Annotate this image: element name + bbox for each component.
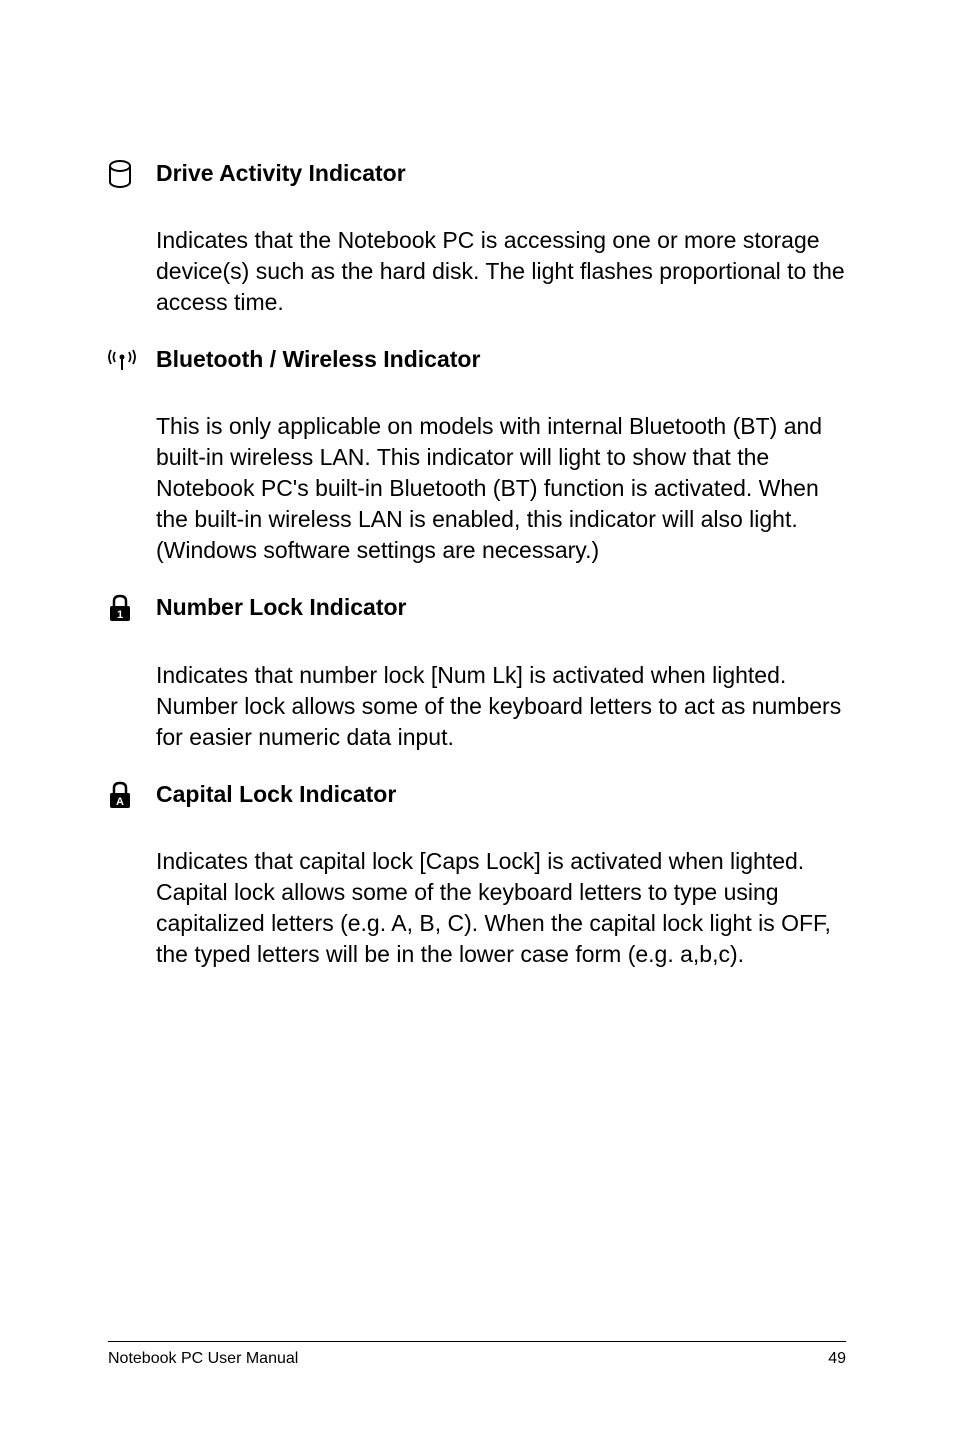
section-drive-activity: Drive Activity Indicator (108, 158, 846, 203)
svg-text:1: 1 (117, 609, 123, 621)
body-bluetooth-wireless: This is only applicable on models with i… (156, 411, 846, 566)
section-number-lock: 1 Number Lock Indicator (108, 592, 846, 637)
capital-lock-icon: A (108, 781, 132, 809)
icon-column (108, 344, 156, 372)
body-capital-lock: Indicates that capital lock [Caps Lock] … (156, 846, 846, 970)
body-text: Indicates that the Notebook PC is access… (156, 225, 846, 318)
text-column: Drive Activity Indicator (156, 158, 846, 203)
disk-icon (108, 160, 132, 188)
body-text: This is only applicable on models with i… (156, 411, 846, 566)
text-column: Capital Lock Indicator (156, 779, 846, 824)
wireless-icon (108, 346, 136, 372)
icon-column: 1 (108, 592, 156, 622)
heading-capital-lock: Capital Lock Indicator (156, 779, 846, 810)
number-lock-icon: 1 (108, 594, 132, 622)
page-number: 49 (828, 1350, 846, 1368)
page-footer: Notebook PC User Manual 49 (108, 1341, 846, 1368)
body-text: Indicates that capital lock [Caps Lock] … (156, 846, 846, 970)
icon-column (108, 158, 156, 188)
page-content: Drive Activity Indicator Indicates that … (0, 0, 954, 970)
body-number-lock: Indicates that number lock [Num Lk] is a… (156, 660, 846, 753)
section-capital-lock: A Capital Lock Indicator (108, 779, 846, 824)
section-bluetooth-wireless: Bluetooth / Wireless Indicator (108, 344, 846, 389)
text-column: Number Lock Indicator (156, 592, 846, 637)
heading-drive-activity: Drive Activity Indicator (156, 158, 846, 189)
body-text: Indicates that number lock [Num Lk] is a… (156, 660, 846, 753)
text-column: Bluetooth / Wireless Indicator (156, 344, 846, 389)
body-drive-activity: Indicates that the Notebook PC is access… (156, 225, 846, 318)
icon-column: A (108, 779, 156, 809)
svg-text:A: A (116, 796, 124, 808)
footer-left-text: Notebook PC User Manual (108, 1350, 298, 1368)
heading-bluetooth-wireless: Bluetooth / Wireless Indicator (156, 344, 846, 375)
heading-number-lock: Number Lock Indicator (156, 592, 846, 623)
